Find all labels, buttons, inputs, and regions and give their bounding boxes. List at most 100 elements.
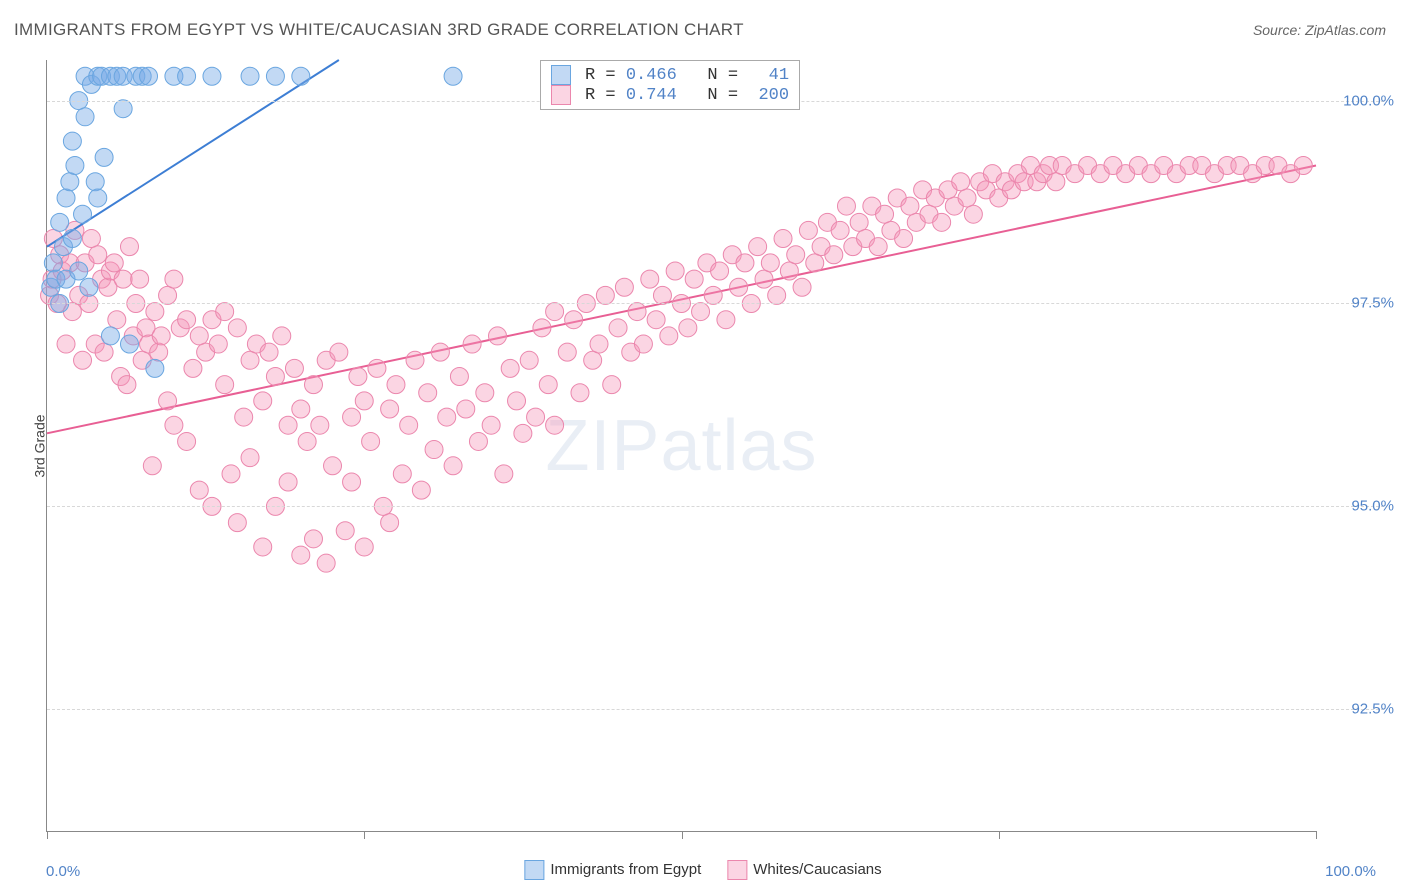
data-point-white: [254, 392, 272, 410]
data-point-egypt: [95, 148, 113, 166]
data-point-white: [469, 432, 487, 450]
data-point-white: [634, 335, 652, 353]
y-tick-label: 95.0%: [1324, 498, 1394, 515]
data-point-white: [336, 522, 354, 540]
data-point-white: [514, 424, 532, 442]
data-point-white: [711, 262, 729, 280]
data-point-white: [178, 311, 196, 329]
data-point-white: [901, 197, 919, 215]
data-point-white: [799, 221, 817, 239]
chart-title: IMMIGRANTS FROM EGYPT VS WHITE/CAUCASIAN…: [14, 20, 744, 40]
data-point-white: [653, 286, 671, 304]
stats-text: R = 0.466 N = 41: [585, 66, 789, 85]
data-point-white: [235, 408, 253, 426]
data-point-white: [152, 327, 170, 345]
legend-label: Immigrants from Egypt: [550, 861, 701, 878]
data-point-white: [285, 359, 303, 377]
data-point-white: [609, 319, 627, 337]
data-point-white: [780, 262, 798, 280]
data-point-white: [108, 311, 126, 329]
data-point-white: [501, 359, 519, 377]
data-point-white: [254, 538, 272, 556]
data-point-white: [178, 432, 196, 450]
data-point-white: [304, 530, 322, 548]
data-point-white: [324, 457, 342, 475]
data-point-white: [488, 327, 506, 345]
data-point-white: [273, 327, 291, 345]
data-point-egypt: [66, 157, 84, 175]
data-point-egypt: [241, 67, 259, 85]
data-point-egypt: [63, 132, 81, 150]
data-point-white: [495, 465, 513, 483]
stats-text: R = 0.744 N = 200: [585, 86, 789, 105]
data-point-white: [876, 205, 894, 223]
data-point-white: [825, 246, 843, 264]
data-point-white: [190, 327, 208, 345]
data-point-egypt: [292, 67, 310, 85]
data-point-egypt: [178, 67, 196, 85]
data-point-white: [355, 392, 373, 410]
data-point-white: [787, 246, 805, 264]
data-point-egypt: [63, 230, 81, 248]
data-point-white: [952, 173, 970, 191]
y-tick-label: 92.5%: [1324, 701, 1394, 718]
data-point-white: [444, 457, 462, 475]
data-point-white: [666, 262, 684, 280]
gridline: [47, 506, 1384, 507]
data-point-white: [685, 270, 703, 288]
data-point-white: [279, 473, 297, 491]
data-point-white: [1047, 173, 1065, 191]
data-point-egypt: [203, 67, 221, 85]
data-point-egypt: [101, 327, 119, 345]
data-point-white: [143, 457, 161, 475]
data-point-white: [419, 384, 437, 402]
data-point-white: [933, 213, 951, 231]
data-point-white: [150, 343, 168, 361]
data-point-white: [381, 400, 399, 418]
data-point-white: [647, 311, 665, 329]
data-point-white: [596, 286, 614, 304]
legend-swatch: [727, 860, 747, 880]
data-point-white: [508, 392, 526, 410]
data-point-white: [131, 270, 149, 288]
data-point-white: [304, 376, 322, 394]
data-point-white: [476, 384, 494, 402]
data-point-white: [431, 343, 449, 361]
data-point-white: [869, 238, 887, 256]
data-point-white: [228, 319, 246, 337]
data-point-white: [755, 270, 773, 288]
data-point-white: [539, 376, 557, 394]
data-point-white: [184, 359, 202, 377]
data-point-egypt: [76, 108, 94, 126]
data-point-white: [565, 311, 583, 329]
data-point-white: [749, 238, 767, 256]
x-axis-max-label: 100.0%: [1325, 863, 1376, 880]
data-point-white: [146, 303, 164, 321]
data-point-white: [1294, 157, 1312, 175]
legend-bottom: Immigrants from Egypt Whites/Caucasians: [524, 860, 881, 880]
stats-row: R = 0.744 N = 200: [551, 85, 789, 105]
data-point-white: [95, 343, 113, 361]
data-point-white: [266, 368, 284, 386]
data-point-white: [105, 254, 123, 272]
data-point-white: [400, 416, 418, 434]
stats-legend-box: R = 0.466 N = 41R = 0.744 N = 200: [540, 60, 800, 110]
chart-svg: [47, 60, 1316, 831]
data-point-white: [362, 432, 380, 450]
data-point-white: [571, 384, 589, 402]
data-point-white: [679, 319, 697, 337]
data-point-egypt: [44, 254, 62, 272]
x-tick: [47, 831, 48, 839]
data-point-white: [114, 270, 132, 288]
data-point-white: [368, 359, 386, 377]
data-point-white: [768, 286, 786, 304]
data-point-white: [761, 254, 779, 272]
data-point-white: [74, 351, 92, 369]
data-point-egypt: [80, 278, 98, 296]
legend-item: Whites/Caucasians: [727, 860, 881, 880]
data-point-white: [159, 286, 177, 304]
data-point-white: [241, 449, 259, 467]
x-tick: [1316, 831, 1317, 839]
data-point-white: [533, 319, 551, 337]
plot-area: ZIPatlas 92.5%95.0%97.5%100.0%: [46, 60, 1316, 832]
